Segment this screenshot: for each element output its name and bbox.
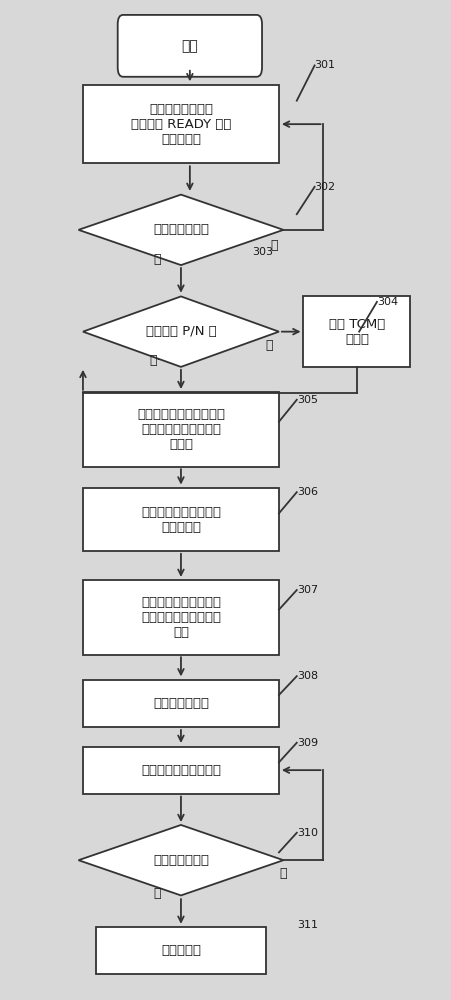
Text: 发动机与电机转速同步: 发动机与电机转速同步 (141, 764, 221, 777)
Bar (83, 85, 279, 163)
Text: 发动机启动成功: 发动机启动成功 (153, 854, 209, 867)
Text: 开始: 开始 (181, 39, 198, 53)
Bar (83, 488, 279, 551)
Bar (83, 580, 279, 655)
Text: 档位位于 P/N 档: 档位位于 P/N 档 (146, 325, 216, 338)
Text: 请求 TCM进
入空档: 请求 TCM进 入空档 (329, 318, 385, 346)
Text: 302: 302 (315, 182, 336, 192)
Text: 304: 304 (377, 297, 398, 307)
Text: 307: 307 (297, 585, 318, 595)
Text: 发动机启动指令: 发动机启动指令 (153, 697, 209, 710)
Text: 是: 是 (153, 887, 161, 900)
Text: 311: 311 (297, 920, 318, 930)
Text: 310: 310 (297, 828, 318, 838)
Text: 否: 否 (270, 239, 277, 252)
Text: 301: 301 (315, 60, 336, 70)
Text: 309: 309 (297, 738, 318, 748)
Bar (83, 747, 279, 794)
Polygon shape (78, 825, 283, 895)
Bar (83, 680, 279, 727)
Text: 303: 303 (252, 247, 273, 257)
Text: 是: 是 (153, 253, 161, 266)
Bar (83, 392, 279, 467)
Text: 否: 否 (279, 867, 286, 880)
Text: 控制驱动电机扰矩，使得
电机转速达到预设的目
标转速: 控制驱动电机扰矩，使得 电机转速达到预设的目 标转速 (137, 408, 225, 451)
FancyBboxPatch shape (118, 15, 262, 77)
Polygon shape (83, 296, 279, 367)
Text: 306: 306 (297, 487, 318, 497)
Bar (97, 927, 266, 974)
Text: 控制耦合机构制动器扰
矩容量为零: 控制耦合机构制动器扰 矩容量为零 (141, 506, 221, 534)
Text: 308: 308 (297, 671, 318, 681)
Text: 控制耦合机构离合器扰
矩容量按照预设的梯度
增加: 控制耦合机构离合器扰 矩容量按照预设的梯度 增加 (141, 596, 221, 639)
Text: 高压系统正常上电
整车处于 READY 状态
纯电动模式: 高压系统正常上电 整车处于 READY 状态 纯电动模式 (131, 103, 231, 146)
Polygon shape (78, 195, 283, 265)
Text: 是·: 是· (149, 354, 161, 367)
Text: 发动机怠速: 发动机怠速 (161, 944, 201, 957)
Text: 否: 否 (266, 339, 273, 352)
Text: 发动机启动请求: 发动机启动请求 (153, 223, 209, 236)
Text: 305: 305 (297, 395, 318, 405)
Bar (304, 296, 410, 367)
